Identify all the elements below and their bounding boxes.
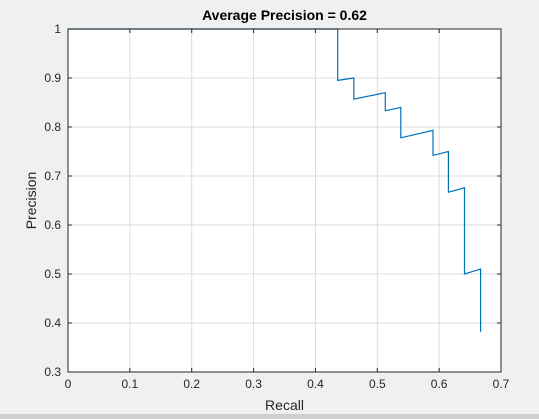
x-tick-label: 0.3 xyxy=(245,377,262,391)
x-axis-label: Recall xyxy=(265,397,304,413)
grid-lines xyxy=(67,28,502,373)
x-tick-label: 0.6 xyxy=(431,377,448,391)
x-tick-label: 0.2 xyxy=(183,377,200,391)
y-tick-label: 0.6 xyxy=(44,218,61,232)
plot-area xyxy=(68,29,501,372)
y-tick-label: 0.9 xyxy=(44,71,61,85)
series-layer xyxy=(68,28,482,332)
y-tick-label: 0.8 xyxy=(44,120,61,134)
x-tick-label: 0 xyxy=(65,377,72,391)
y-tick-label: 1 xyxy=(54,22,61,36)
tick-labels: 0 0.1 0.2 0.3 0.4 0.5 0.6 0.7 0.3 0.4 0.5 0.6 0.7 0.8… xyxy=(44,22,509,391)
x-tick-label: 0.1 xyxy=(122,377,139,391)
chart-title: Average Precision = 0.62 xyxy=(202,7,367,23)
precision-recall-curve xyxy=(68,28,482,332)
y-tick-label: 0.7 xyxy=(44,169,61,183)
x-tick-label: 0.4 xyxy=(307,377,324,391)
x-tick-label: 0.7 xyxy=(493,377,510,391)
y-axis-label: Precision xyxy=(23,172,39,230)
y-tick-label: 0.5 xyxy=(44,267,61,281)
axes-box xyxy=(67,28,502,373)
window-bottom-edge xyxy=(0,414,539,419)
y-tick-label: 0.4 xyxy=(44,316,61,330)
x-tick-label: 0.5 xyxy=(369,377,386,391)
y-tick-label: 0.3 xyxy=(44,365,61,379)
